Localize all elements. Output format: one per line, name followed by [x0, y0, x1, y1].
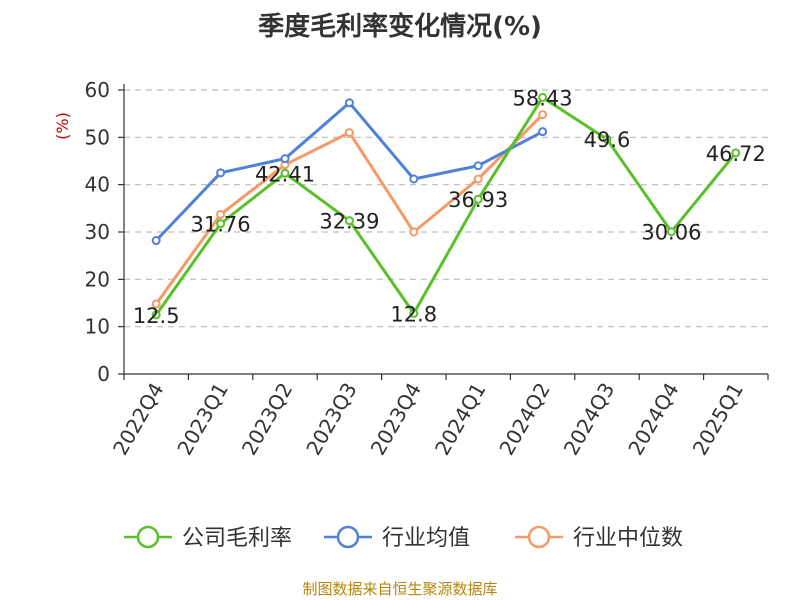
data-label: 12.8 [390, 302, 437, 326]
y-tick-label: 10 [85, 315, 110, 339]
y-tick-label: 20 [85, 267, 110, 291]
data-point [280, 168, 290, 178]
data-point [216, 168, 226, 178]
legend: 公司毛利率 行业均值 行业中位数 [124, 525, 683, 551]
data-point [666, 227, 676, 237]
data-point [344, 98, 354, 108]
legend-marker [336, 525, 360, 549]
data-point [538, 127, 548, 137]
y-tick-label: 50 [85, 125, 110, 149]
data-point [151, 299, 161, 309]
x-tick-label: 2024Q2 [494, 379, 554, 460]
data-label: 31.76 [191, 213, 251, 237]
legend-marker [527, 525, 551, 549]
data-label: 32.39 [319, 210, 379, 234]
data-point [473, 194, 483, 204]
y-axis-label: (%) [53, 112, 72, 140]
legend-label: 公司毛利率 [182, 526, 292, 551]
series-line [154, 95, 737, 316]
x-tick-label: 2024Q3 [559, 379, 619, 460]
data-point [344, 216, 354, 226]
data-point [151, 310, 161, 320]
data-label: 42.41 [255, 162, 315, 186]
y-tick-label: 0 [97, 362, 110, 386]
data-point [538, 92, 548, 102]
data-point [538, 110, 548, 120]
legend-label: 行业中位数 [573, 526, 683, 551]
x-tick-label: 2024Q4 [623, 379, 683, 460]
x-tick-label: 2022Q4 [108, 379, 168, 460]
y-tick-label: 30 [85, 220, 110, 244]
data-point [216, 219, 226, 229]
data-label: 46.72 [706, 142, 766, 166]
data-point [409, 308, 419, 318]
data-label: 58.43 [513, 86, 573, 110]
data-point [409, 227, 419, 237]
x-tick-label: 2023Q4 [366, 379, 426, 460]
data-point [151, 236, 161, 246]
data-point [602, 134, 612, 144]
axis-layer: 0 10 20 30 40 50 60 (%) 2022Q4 2023Q1 2023Q2 2023Q3… [53, 78, 769, 460]
data-label: 36.93 [448, 188, 508, 212]
data-point [344, 128, 354, 138]
y-tick-label: 60 [85, 78, 110, 102]
data-point [473, 174, 483, 184]
data-label: 12.5 [133, 304, 180, 328]
data-point [409, 174, 419, 184]
legend-label: 行业均值 [382, 526, 470, 551]
grid-layer [124, 89, 768, 328]
data-point [473, 161, 483, 171]
x-tick-label: 2024Q1 [430, 379, 490, 460]
data-point [216, 209, 226, 219]
x-tick-label: 2023Q3 [301, 379, 361, 460]
data-label: 49.6 [584, 128, 631, 152]
data-point [280, 154, 290, 164]
data-point [731, 148, 741, 158]
source-note: 制图数据来自恒生聚源数据库 [302, 580, 498, 598]
x-tick-label: 2023Q1 [172, 379, 232, 460]
y-tick-label: 40 [85, 173, 110, 197]
x-tick-label: 2025Q1 [688, 379, 748, 460]
legend-marker [136, 525, 160, 549]
data-label: 30.06 [641, 221, 701, 245]
chart-title: 季度毛利率变化情况(%) [258, 12, 542, 42]
x-tick-label: 2023Q2 [237, 379, 297, 460]
series-layer [151, 92, 741, 320]
